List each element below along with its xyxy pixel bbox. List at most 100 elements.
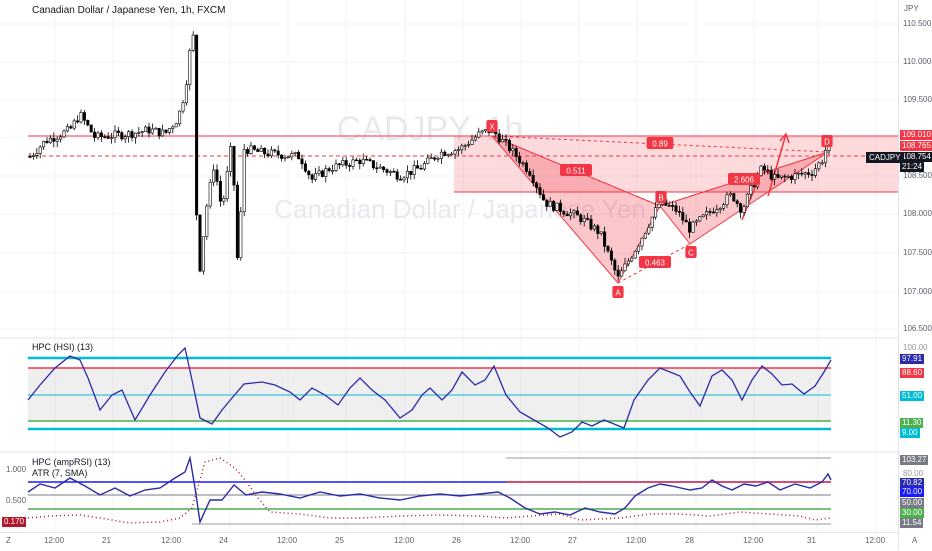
candle-body[interactable] (249, 145, 253, 155)
candle-body[interactable] (456, 149, 460, 151)
candle-body[interactable] (426, 157, 430, 164)
candle-body[interactable] (96, 132, 100, 138)
candle-body[interactable] (344, 160, 348, 166)
candle-body[interactable] (810, 174, 814, 176)
candle-body[interactable] (779, 175, 783, 178)
candle-body[interactable] (181, 102, 185, 112)
candle-body[interactable] (783, 175, 787, 178)
candle-body[interactable] (677, 211, 681, 213)
candle-body[interactable] (528, 171, 532, 176)
candle-body[interactable] (650, 216, 654, 228)
candle-body[interactable] (477, 131, 481, 138)
candle-body[interactable] (518, 156, 522, 164)
candle-body[interactable] (647, 227, 651, 234)
candle-body[interactable] (239, 211, 243, 258)
candle-body[interactable] (59, 136, 63, 140)
candle-body[interactable] (722, 204, 726, 209)
candle-body[interactable] (106, 136, 110, 139)
candle-body[interactable] (79, 112, 83, 123)
candle-body[interactable] (133, 132, 137, 139)
candle-body[interactable] (184, 84, 188, 104)
candle-body[interactable] (599, 231, 603, 234)
candle-body[interactable] (759, 165, 763, 176)
candle-body[interactable] (603, 231, 607, 247)
candle-body[interactable] (201, 236, 205, 272)
candle-body[interactable] (314, 173, 318, 180)
candle-body[interactable] (582, 218, 586, 222)
candle-body[interactable] (266, 153, 270, 157)
candle-body[interactable] (817, 162, 821, 170)
candle-body[interactable] (225, 171, 229, 199)
atr-line[interactable] (27, 457, 832, 524)
candle-body[interactable] (150, 128, 154, 134)
candle-body[interactable] (69, 126, 73, 129)
candle-body[interactable] (681, 212, 685, 221)
candle-body[interactable] (572, 210, 576, 214)
candle-body[interactable] (633, 250, 637, 259)
candle-body[interactable] (732, 193, 736, 202)
candle-body[interactable] (807, 172, 811, 175)
candle-body[interactable] (531, 175, 535, 184)
candle-body[interactable] (803, 172, 807, 175)
candle-body[interactable] (144, 126, 148, 132)
candle-body[interactable] (701, 214, 705, 218)
candle-body[interactable] (375, 167, 379, 170)
candle-body[interactable] (796, 172, 800, 175)
candle-body[interactable] (433, 157, 437, 160)
candle-body[interactable] (769, 170, 773, 180)
candle-body[interactable] (208, 181, 212, 207)
candle-body[interactable] (575, 210, 579, 216)
candle-body[interactable] (606, 246, 610, 252)
candle-body[interactable] (395, 171, 399, 180)
candle-body[interactable] (412, 165, 416, 175)
candle-body[interactable] (218, 181, 222, 202)
candle-body[interactable] (718, 207, 722, 210)
candle-body[interactable] (167, 128, 171, 133)
candle-body[interactable] (708, 211, 712, 213)
candle-body[interactable] (259, 148, 263, 152)
candle-body[interactable] (569, 212, 573, 217)
candle-body[interactable] (460, 145, 464, 150)
candle-body[interactable] (198, 214, 202, 272)
candle-body[interactable] (446, 154, 450, 156)
candle-body[interactable] (579, 214, 583, 222)
candle-body[interactable] (453, 150, 457, 155)
candle-body[interactable] (813, 168, 817, 176)
candle-body[interactable] (331, 170, 335, 172)
candle-body[interactable] (48, 137, 52, 144)
candle-body[interactable] (45, 140, 49, 144)
candle-body[interactable] (123, 136, 127, 140)
candle-body[interactable] (127, 131, 131, 138)
candle-body[interactable] (52, 137, 56, 142)
candle-body[interactable] (140, 131, 144, 133)
candle-body[interactable] (654, 207, 658, 218)
candle-body[interactable] (436, 157, 440, 160)
candle-body[interactable] (616, 269, 620, 277)
candle-body[interactable] (120, 132, 124, 140)
candle-body[interactable] (283, 156, 287, 159)
candle-body[interactable] (450, 153, 454, 156)
candle-body[interactable] (354, 159, 358, 162)
candle-body[interactable] (38, 146, 42, 154)
candle-body[interactable] (269, 149, 273, 157)
candle-body[interactable] (76, 120, 80, 123)
candle-body[interactable] (711, 211, 715, 214)
candle-body[interactable] (507, 140, 511, 152)
candle-body[interactable] (463, 144, 467, 147)
candle-body[interactable] (174, 123, 178, 128)
amprsi-legend[interactable]: HPC (ampRSI) (13) (32, 457, 111, 467)
candles[interactable] (28, 31, 831, 281)
candle-body[interactable] (116, 130, 120, 133)
candle-body[interactable] (521, 162, 525, 165)
candle-body[interactable] (273, 149, 277, 152)
candle-body[interactable] (300, 158, 304, 165)
candle-body[interactable] (293, 152, 297, 154)
candle-body[interactable] (402, 177, 406, 181)
candle-body[interactable] (382, 166, 386, 170)
candle-body[interactable] (497, 133, 501, 143)
candle-body[interactable] (358, 159, 362, 164)
candle-body[interactable] (35, 153, 39, 156)
candle-body[interactable] (320, 170, 324, 177)
candle-body[interactable] (99, 132, 103, 138)
candle-body[interactable] (596, 225, 600, 234)
